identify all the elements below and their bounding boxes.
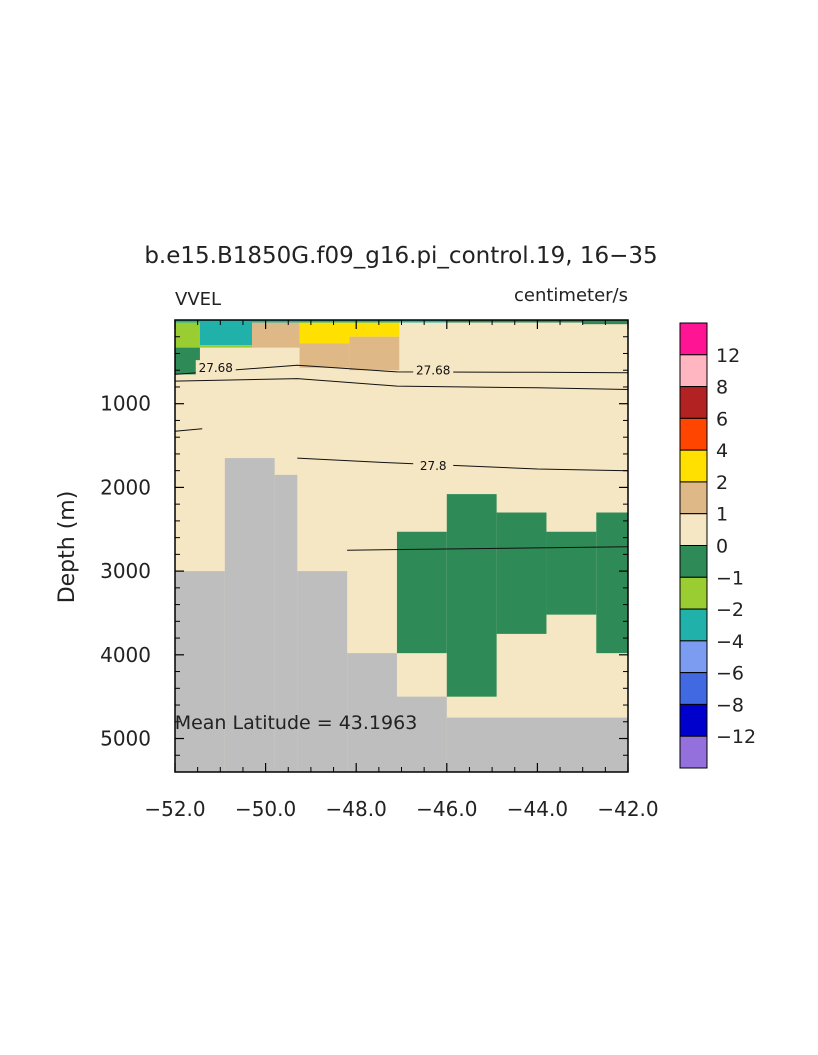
contour-label: 27.68	[199, 361, 233, 375]
field-cell	[199, 320, 253, 346]
colorbar-label: −12	[716, 726, 756, 748]
colorbar-swatch	[679, 354, 708, 388]
colorbar-swatch	[679, 386, 708, 419]
contour-label: 27.8	[420, 459, 447, 473]
colorbar-swatch	[679, 640, 708, 674]
colorbar-swatch	[679, 703, 708, 737]
field-cell	[199, 345, 253, 348]
colorbar-swatch	[679, 481, 708, 515]
field-cell	[349, 320, 400, 337]
colorbar-swatch	[679, 322, 708, 356]
x-tick-label: −50.0	[235, 797, 296, 821]
colorbar-label: 1	[716, 504, 728, 526]
colorbar-label: 2	[716, 472, 728, 494]
contour-line	[174, 378, 629, 390]
land-mask	[274, 474, 298, 772]
field-cell	[252, 320, 300, 348]
land-mask	[396, 696, 447, 772]
y-tick-label: 3000	[100, 559, 151, 583]
contour-lines: 27.68 27.68 27.8	[174, 360, 629, 551]
contour-line	[297, 457, 629, 472]
plot-area	[175, 320, 628, 772]
colorbar-label: 0	[716, 536, 728, 558]
land-mask	[224, 458, 275, 772]
contour-line	[174, 428, 203, 432]
field-cell	[349, 336, 400, 371]
contour-label-bg	[195, 360, 236, 376]
colorbar-swatch	[679, 608, 708, 642]
land-mask	[175, 571, 225, 772]
x-tick-label: −46.0	[416, 797, 477, 821]
colorbar-swatch	[679, 513, 708, 547]
field-cell	[175, 320, 200, 348]
field-cell	[596, 512, 628, 654]
chart-title: b.e15.B1850G.f09_g16.pi_control.19, 16−3…	[144, 243, 657, 269]
contour-label: 27.68	[416, 364, 450, 378]
contour-line	[347, 546, 629, 551]
x-tick-label: −52.0	[144, 797, 205, 821]
colorbar-label: 12	[716, 345, 740, 367]
colorbar-label: 8	[716, 377, 728, 399]
colorbar-swatch	[679, 545, 708, 578]
y-tick-label: 5000	[100, 727, 151, 751]
units-label: centimeter/s	[514, 285, 628, 306]
field-cell	[299, 343, 350, 368]
colorbar-swatch	[679, 735, 708, 769]
y-axis-label: Depth (m)	[55, 491, 80, 604]
land-mask	[297, 571, 348, 772]
land-mask	[347, 653, 397, 772]
field-cell	[299, 320, 350, 344]
colorbar: 12 8 6 4 2 1 0 −1 −2 −4 −6 −8 −12	[679, 322, 756, 769]
x-tick-label: −48.0	[326, 797, 387, 821]
colorbar-label: −4	[716, 631, 744, 653]
land-mask	[446, 717, 628, 772]
variable-label: VVEL	[175, 289, 221, 310]
y-tick-label: 1000	[100, 392, 151, 416]
contour-line	[174, 364, 629, 375]
y-tick-label: 2000	[100, 475, 151, 499]
contour-label-bg	[413, 362, 454, 378]
field-cell	[496, 512, 547, 634]
colorbar-label: 6	[716, 408, 728, 430]
colorbar-label: −2	[716, 599, 744, 621]
colorbar-swatch	[679, 417, 708, 451]
colorbar-label: −6	[716, 663, 744, 685]
colorbar-label: −1	[716, 567, 744, 589]
y-tick-label: 4000	[100, 643, 151, 667]
x-tick-label: −44.0	[507, 797, 568, 821]
field-cell	[546, 531, 597, 615]
axes: −52.0 −50.0 −48.0 −46.0 −44.0 −42.0 1000 2000 30…	[100, 319, 659, 821]
colorbar-label: −8	[716, 694, 744, 716]
field-cell	[396, 531, 447, 654]
mean-latitude-annotation: Mean Latitude = 43.1963	[175, 712, 418, 734]
field-cell	[446, 494, 497, 697]
colorbar-swatch	[679, 672, 708, 705]
x-tick-label: −42.0	[597, 797, 658, 821]
colorbar-label: 4	[716, 440, 728, 462]
contour-label-bg	[413, 458, 454, 474]
colorbar-swatch	[679, 449, 708, 483]
colorbar-swatch	[679, 576, 708, 610]
